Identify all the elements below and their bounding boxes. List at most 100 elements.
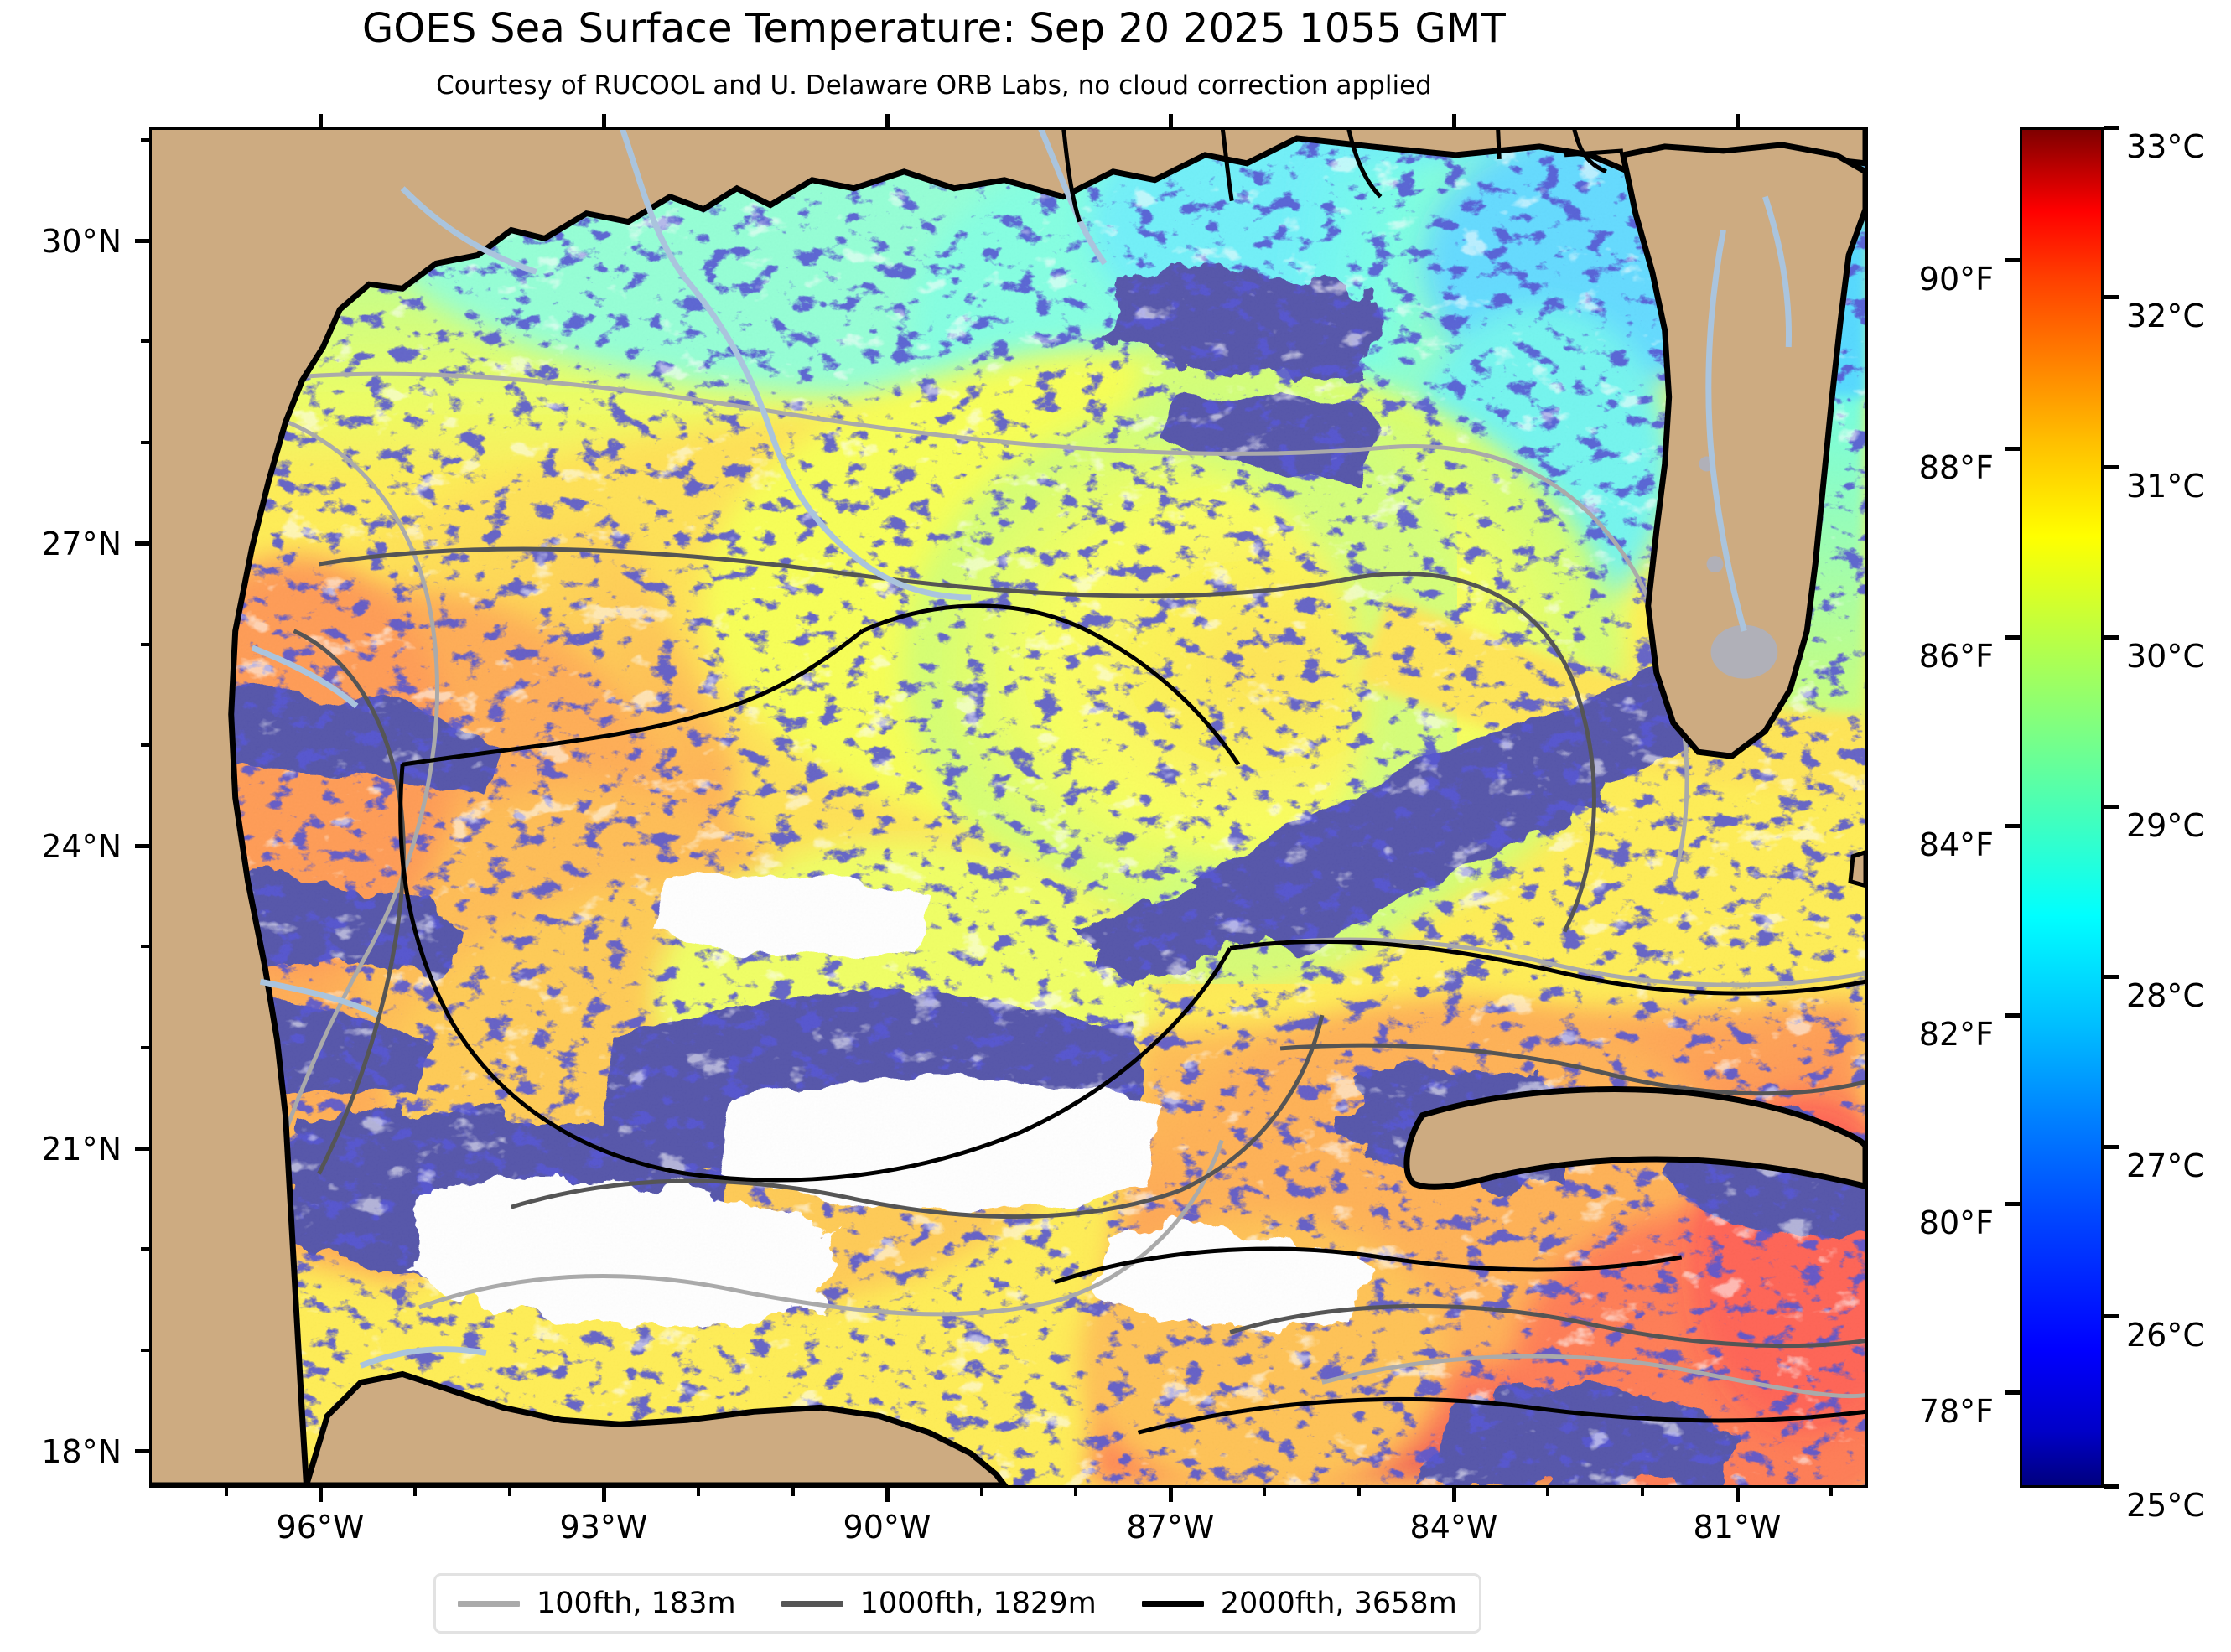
cbtick-32C	[2104, 295, 2119, 299]
yaxis-label-24N: 24°N	[41, 828, 122, 865]
cbtick-31C	[2104, 465, 2119, 469]
land-florida	[1619, 142, 1865, 759]
xaxis-label-84W: 84°W	[1409, 1509, 1498, 1546]
xtick-top	[1452, 114, 1456, 128]
colorbar-label-31C: 31°C	[2126, 468, 2205, 505]
colorbar-label-27C: 27°C	[2126, 1147, 2205, 1184]
cbtick-82F	[2005, 1013, 2020, 1018]
colorbar-label-90F: 90°F	[1918, 261, 1994, 298]
ytick-minor	[141, 643, 149, 646]
xtick-minor	[980, 1488, 983, 1496]
ytick-minor	[141, 1247, 149, 1251]
ytick-minor	[141, 743, 149, 747]
xtick-minor	[697, 1488, 700, 1496]
cbtick-26C	[2104, 1314, 2119, 1318]
cbtick-90F	[2005, 258, 2020, 262]
xtick-minor	[413, 1488, 417, 1496]
ytick-21N	[135, 1147, 149, 1151]
cbtick-33C	[2104, 126, 2119, 130]
cbtick-27C	[2104, 1145, 2119, 1149]
xtick-84W	[1452, 1488, 1456, 1502]
colorbar-label-32C: 32°C	[2126, 298, 2205, 334]
page-title: GOES Sea Surface Temperature: Sep 20 202…	[361, 5, 1507, 52]
xaxis-label-81W: 81°W	[1693, 1509, 1782, 1546]
xtick-minor	[1641, 1488, 1644, 1496]
legend-swatch-1000fth	[781, 1600, 843, 1607]
xtick-top	[1736, 114, 1740, 128]
legend-label-2000fth: 2000fth, 3658m	[1220, 1587, 1457, 1620]
xtick-81W	[1736, 1488, 1740, 1502]
colorbar-label-88F: 88°F	[1918, 449, 1994, 486]
xtick-minor	[1829, 1488, 1833, 1496]
cbtick-25C	[2104, 1484, 2119, 1489]
yaxis-label-21N: 21°N	[41, 1131, 122, 1168]
sst-pixel-noise	[152, 130, 1865, 1485]
xtick-90W	[885, 1488, 890, 1502]
legend-swatch-100fth	[458, 1600, 520, 1607]
cbtick-30C	[2104, 635, 2119, 640]
sst-map-plot[interactable]	[149, 127, 1868, 1488]
xtick-93W	[602, 1488, 606, 1502]
cbtick-86F	[2005, 635, 2020, 640]
ytick-minor	[141, 441, 149, 444]
colorbar-label-26C: 26°C	[2126, 1317, 2205, 1354]
cbtick-84F	[2005, 824, 2020, 828]
political-borders	[1061, 130, 1624, 223]
xtick-96W	[319, 1488, 323, 1502]
xtick-top	[1169, 114, 1173, 128]
rivers	[251, 130, 1793, 1369]
cbtick-28C	[2104, 975, 2119, 979]
colorbar-label-78F: 78°F	[1918, 1393, 1994, 1430]
xtick-top	[885, 114, 890, 128]
colorbar-label-29C: 29°C	[2126, 807, 2205, 844]
colorbar-label-80F: 80°F	[1918, 1204, 1994, 1241]
colorbar-label-86F: 86°F	[1918, 638, 1994, 675]
legend-item-1000fth[interactable]: 1000fth, 1829m	[781, 1587, 1097, 1620]
cbtick-78F	[2005, 1390, 2020, 1395]
land-north-america	[152, 130, 1865, 1485]
colorbar-label-30C: 30°C	[2126, 638, 2205, 675]
xtick-minor	[1357, 1488, 1361, 1496]
legend-item-2000fth[interactable]: 2000fth, 3658m	[1141, 1587, 1457, 1620]
yaxis-label-18N: 18°N	[41, 1433, 122, 1470]
xaxis-label-96W: 96°W	[276, 1509, 365, 1546]
colorbar-label-84F: 84°F	[1918, 826, 1994, 863]
xtick-minor	[1546, 1488, 1549, 1496]
ytick-27N	[135, 541, 149, 546]
ytick-minor	[141, 945, 149, 948]
cbtick-29C	[2104, 805, 2119, 809]
colorbar-label-82F: 82°F	[1918, 1016, 1994, 1053]
yaxis-label-30N: 30°N	[41, 223, 122, 260]
cbtick-88F	[2005, 447, 2020, 451]
legend-label-1000fth: 1000fth, 1829m	[859, 1587, 1097, 1620]
colorbar-label-28C: 28°C	[2126, 977, 2205, 1014]
ytick-30N	[135, 239, 149, 243]
land-bahamas	[1848, 850, 1865, 888]
contour-1000fth	[293, 546, 1865, 1349]
xaxis-label-87W: 87°W	[1126, 1509, 1215, 1546]
ytick-minor	[141, 138, 149, 142]
landmasses	[152, 130, 1865, 1485]
legend-swatch-2000fth	[1141, 1600, 1204, 1607]
xtick-top	[602, 114, 606, 128]
legend-label-100fth: 100fth, 183m	[537, 1587, 736, 1620]
ytick-minor	[141, 1349, 149, 1352]
xtick-87W	[1169, 1488, 1173, 1502]
xtick-minor	[508, 1488, 511, 1496]
xtick-minor	[1074, 1488, 1077, 1496]
land-cuba	[1403, 1086, 1865, 1190]
legend-item-100fth[interactable]: 100fth, 183m	[458, 1587, 736, 1620]
ytick-24N	[135, 844, 149, 848]
yaxis-label-27N: 27°N	[41, 526, 122, 562]
depth-contours	[231, 371, 1865, 1435]
depth-contour-legend[interactable]: 100fth, 183m 1000fth, 1829m 2000fth, 365…	[433, 1573, 1481, 1634]
sst-colorbar[interactable]	[2020, 127, 2104, 1488]
cbtick-80F	[2005, 1202, 2020, 1206]
xaxis-label-90W: 90°W	[843, 1509, 931, 1546]
land-yucatan	[303, 1370, 1009, 1485]
colorbar-label-25C: 25°C	[2126, 1487, 2205, 1524]
ytick-minor	[141, 1046, 149, 1049]
ytick-minor	[141, 339, 149, 343]
ytick-18N	[135, 1449, 149, 1453]
xtick-minor	[225, 1488, 228, 1496]
